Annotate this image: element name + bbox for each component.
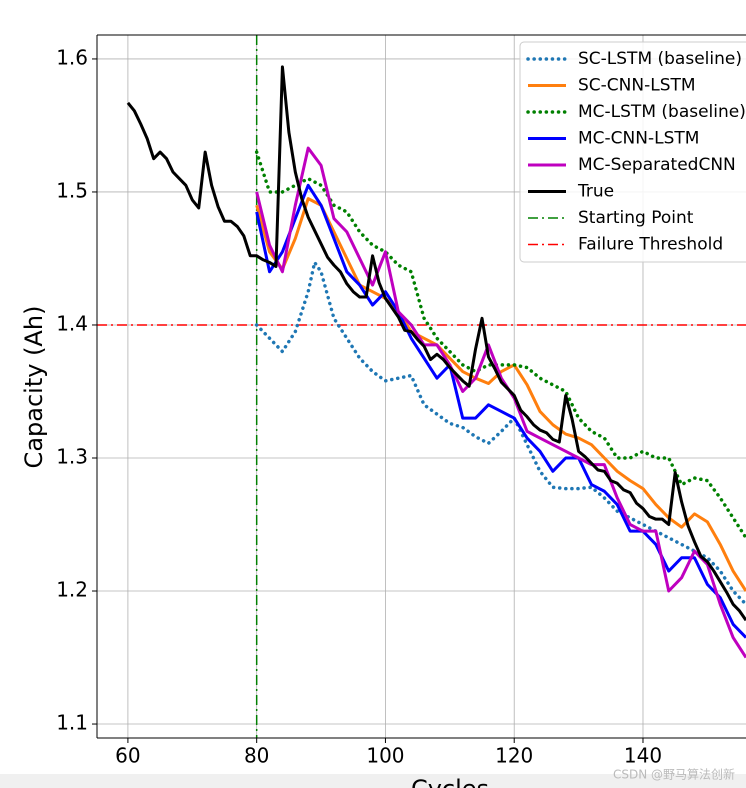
y-axis-label: Capacity (Ah): [20, 306, 48, 469]
legend-label: SC-CNN-LSTM: [578, 76, 696, 96]
y-tick-label: 1.4: [56, 311, 88, 335]
watermark: CSDN @野马算法创新: [613, 767, 735, 782]
legend-label: MC-LSTM (baseline): [578, 102, 746, 122]
y-tick-label: 1.1: [56, 711, 88, 735]
x-tick-label: 140: [624, 744, 662, 768]
x-tick-label: 100: [366, 744, 404, 768]
series-line: [254, 260, 746, 607]
series-line: [255, 146, 746, 659]
plot-area: [97, 35, 746, 738]
y-tick-label: 1.5: [56, 178, 88, 202]
x-tick-label: 120: [495, 744, 533, 768]
x-tick-label: 80: [244, 744, 269, 768]
series-line: [126, 65, 746, 622]
footer-bar: [0, 774, 746, 788]
series-line: [255, 183, 746, 639]
legend-label: MC-CNN-LSTM: [578, 129, 699, 149]
y-tick-label: 1.6: [56, 45, 88, 69]
series-line: [254, 150, 746, 540]
y-tick-label: 1.3: [56, 444, 88, 468]
legend-label: Starting Point: [578, 208, 694, 228]
series-line: [255, 197, 746, 592]
legend-label: MC-SeparatedCNN: [578, 155, 736, 175]
y-tick-label: 1.2: [56, 578, 88, 602]
legend-label: Failure Threshold: [578, 235, 723, 255]
legend-label: True: [577, 182, 614, 202]
x-axis-label: Cycles: [411, 775, 489, 788]
legend-box: [519, 41, 746, 263]
x-tick-label: 60: [115, 744, 140, 768]
legend-label: SC-LSTM (baseline): [578, 49, 742, 69]
